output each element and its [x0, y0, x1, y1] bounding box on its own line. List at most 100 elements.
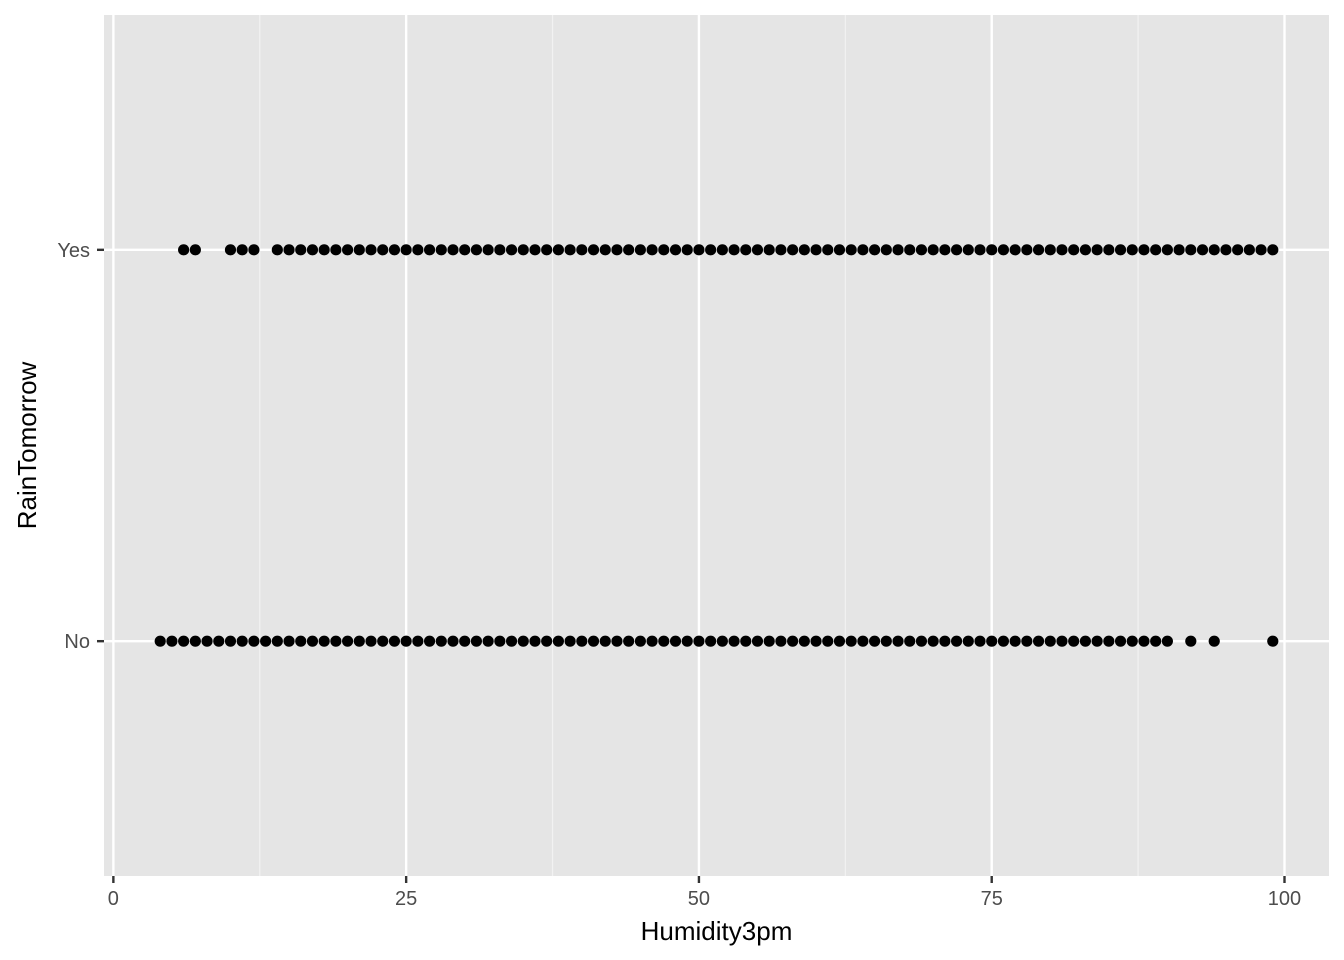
- data-point: [986, 635, 998, 647]
- data-point: [283, 635, 295, 647]
- data-point: [576, 244, 588, 256]
- data-point: [669, 635, 682, 647]
- data-point: [646, 635, 658, 647]
- data-point: [775, 635, 787, 647]
- data-point: [587, 635, 600, 647]
- data-point: [986, 244, 998, 256]
- data-point: [178, 635, 190, 647]
- data-point: [787, 635, 799, 647]
- data-point: [377, 244, 389, 256]
- data-point: [939, 244, 951, 256]
- data-point: [1021, 635, 1033, 647]
- data-point: [763, 244, 775, 256]
- data-point: [306, 635, 319, 647]
- minor-gridlines: [259, 15, 1139, 876]
- data-point: [576, 635, 588, 647]
- data-point: [845, 635, 857, 647]
- data-point: [1091, 244, 1103, 256]
- data-point: [669, 244, 682, 256]
- data-point: [798, 635, 810, 647]
- data-point: [599, 635, 611, 647]
- data-point: [1173, 244, 1185, 256]
- y-tick-label: No: [64, 631, 90, 653]
- data-point: [517, 635, 529, 647]
- data-point: [611, 635, 623, 647]
- data-point: [224, 635, 237, 647]
- data-point: [388, 244, 401, 256]
- data-point: [1232, 244, 1244, 256]
- data-point: [1044, 244, 1056, 256]
- data-point: [810, 635, 822, 647]
- data-point: [529, 244, 541, 256]
- data-point: [1021, 244, 1033, 256]
- data-point: [295, 635, 307, 647]
- data-point: [623, 635, 635, 647]
- data-point: [1114, 635, 1127, 647]
- x-tick-label: 50: [688, 888, 710, 910]
- data-point: [857, 635, 869, 647]
- data-point: [154, 635, 166, 647]
- data-point: [880, 635, 892, 647]
- data-point: [658, 635, 670, 647]
- data-point: [658, 244, 670, 256]
- data-point: [236, 244, 248, 256]
- data-point: [1103, 244, 1115, 256]
- plot-panel: [104, 15, 1329, 876]
- data-point: [892, 244, 904, 256]
- data-point: [260, 635, 272, 647]
- data-point: [1091, 635, 1103, 647]
- data-point: [201, 635, 213, 647]
- data-point: [517, 244, 529, 256]
- data-point: [1009, 244, 1021, 256]
- data-point: [634, 244, 646, 256]
- x-axis-title: Humidity3pm: [641, 916, 793, 946]
- data-point: [1126, 635, 1138, 647]
- data-point: [248, 244, 260, 256]
- data-point: [412, 244, 424, 256]
- data-point: [341, 244, 354, 256]
- data-point: [1114, 244, 1127, 256]
- data-point: [716, 635, 728, 647]
- data-point: [388, 635, 401, 647]
- data-point: [482, 244, 494, 256]
- data-point: [681, 244, 693, 256]
- y-axis-title: RainTomorrow: [12, 361, 42, 529]
- data-point: [318, 635, 330, 647]
- data-point: [447, 635, 459, 647]
- data-point: [505, 635, 518, 647]
- data-point: [599, 244, 611, 256]
- data-point: [377, 635, 389, 647]
- data-point: [1243, 244, 1255, 256]
- data-point: [306, 244, 319, 256]
- data-point: [178, 244, 190, 256]
- data-point: [950, 635, 963, 647]
- data-point: [459, 635, 471, 647]
- data-point: [400, 244, 412, 256]
- data-point: [775, 244, 787, 256]
- data-point: [459, 244, 471, 256]
- data-point: [1208, 244, 1220, 256]
- data-point: [974, 635, 986, 647]
- data-point: [892, 635, 904, 647]
- data-point: [552, 244, 564, 256]
- data-point: [435, 244, 447, 256]
- data-point: [1079, 635, 1092, 647]
- data-point: [541, 635, 553, 647]
- data-point: [1056, 244, 1068, 256]
- data-point: [634, 635, 646, 647]
- data-point: [236, 635, 248, 647]
- data-point: [681, 635, 693, 647]
- data-point: [950, 244, 963, 256]
- data-point: [822, 635, 834, 647]
- data-point: [1032, 244, 1045, 256]
- data-point: [365, 635, 377, 647]
- data-point: [740, 635, 752, 647]
- data-point: [1150, 244, 1162, 256]
- data-point: [927, 244, 939, 256]
- data-point: [904, 244, 916, 256]
- data-point: [716, 244, 728, 256]
- data-point: [505, 244, 518, 256]
- data-point: [400, 635, 412, 647]
- data-point: [1009, 635, 1021, 647]
